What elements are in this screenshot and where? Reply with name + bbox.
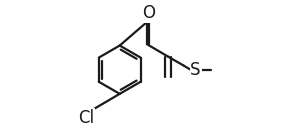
Text: Cl: Cl xyxy=(78,109,94,127)
Text: S: S xyxy=(190,61,201,79)
Text: O: O xyxy=(142,4,155,22)
